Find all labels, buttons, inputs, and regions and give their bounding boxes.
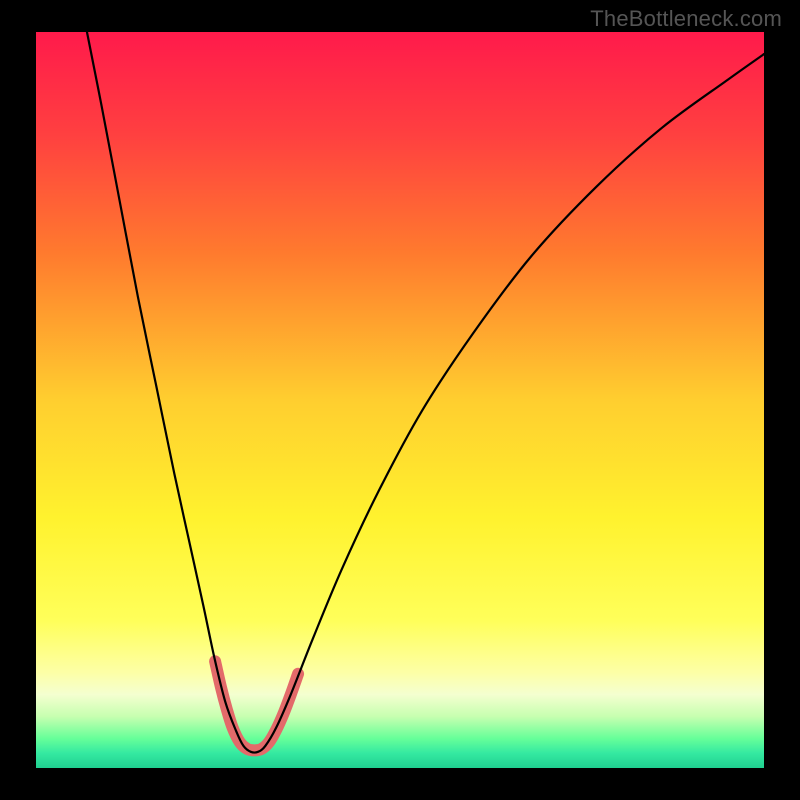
bottleneck-curve [87, 32, 764, 753]
watermark: TheBottleneck.com [590, 6, 782, 32]
plot-area [36, 32, 764, 768]
plot-svg [36, 32, 764, 768]
